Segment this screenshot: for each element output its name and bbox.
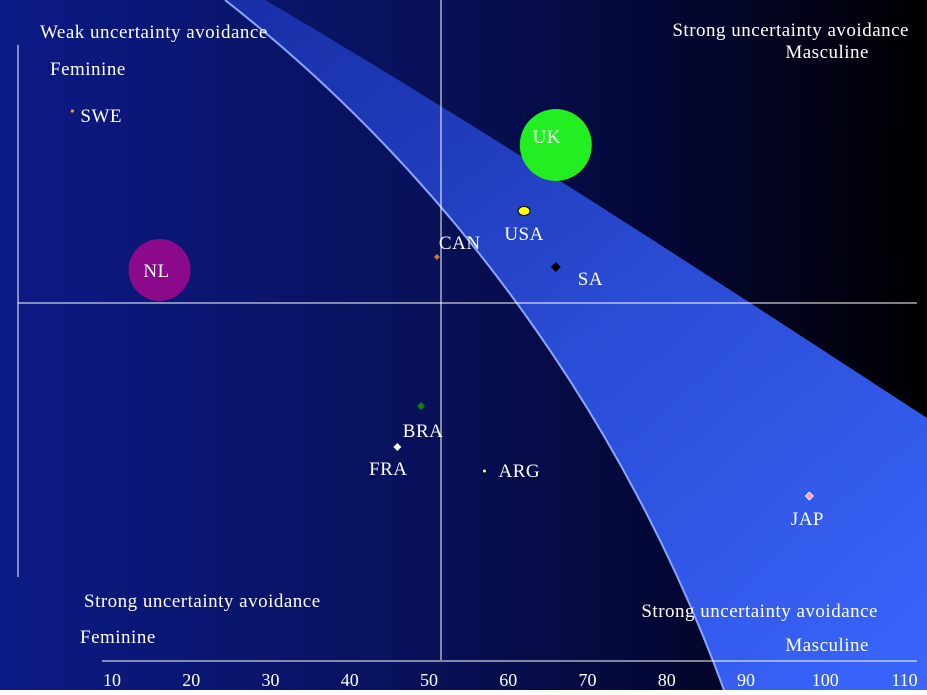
- point-label-bra: BRA: [403, 421, 444, 442]
- point-label-arg: ARG: [498, 461, 540, 482]
- point-jap: [804, 491, 814, 501]
- point-bra: [417, 402, 426, 410]
- x-tick-label-6: 70: [579, 670, 597, 690]
- point-usa: [517, 206, 531, 216]
- quadrant-label-bottom-right-line1: Strong uncertainty avoidance: [641, 601, 878, 622]
- x-tick-label-3: 40: [341, 670, 359, 690]
- quadrant-label-bottom-left-line2: Feminine: [80, 627, 156, 648]
- quadrant-label-bottom-left-line1: Strong uncertainty avoidance: [84, 591, 321, 612]
- point-label-swe: SWE: [80, 106, 122, 127]
- x-tick-label-5: 60: [499, 670, 517, 690]
- x-tick-label-4: 50: [420, 670, 438, 690]
- point-arg: [482, 469, 486, 473]
- point-label-fra: FRA: [369, 459, 407, 480]
- x-tick-labels: 10 20 30 40 50 60 70 80 90 100 110: [103, 670, 918, 690]
- quadrant-label-top-right-line1: Strong uncertainty avoidance: [672, 20, 909, 41]
- point-label-jap: JAP: [791, 509, 824, 530]
- x-tick-label-0: 10: [103, 670, 121, 690]
- point-label-uk: UK: [533, 127, 561, 148]
- highlight-band: [225, 0, 927, 690]
- x-tick-label-7: 80: [658, 670, 676, 690]
- x-tick-label-8: 90: [737, 670, 755, 690]
- band-edge: [224, 0, 725, 691]
- point-fra: [393, 443, 402, 451]
- x-tick-label-9: 100: [812, 670, 839, 690]
- x-tick-label-10: 110: [891, 670, 917, 690]
- quadrant-label-top-left-line2: Feminine: [50, 59, 126, 80]
- point-swe: [70, 109, 74, 113]
- point-label-can: CAN: [439, 233, 481, 254]
- point-nl: [128, 239, 191, 301]
- x-tick-label-2: 30: [262, 670, 280, 690]
- quadrant-label-top-right-line2: Masculine: [785, 42, 869, 63]
- point-sa: [550, 262, 561, 272]
- quadrant-label-bottom-right-line2: Masculine: [785, 635, 869, 656]
- point-label-usa: USA: [504, 224, 544, 245]
- point-can: [433, 254, 440, 260]
- quadrant-label-top-left-line1: Weak uncertainty avoidance: [40, 22, 268, 43]
- point-label-sa: SA: [578, 269, 603, 290]
- point-label-nl: NL: [143, 261, 169, 282]
- x-tick-label-1: 20: [182, 670, 200, 690]
- point-uk: [519, 109, 592, 181]
- data-points: SWE UK USA CAN NL SA BRA FRA ARG JAP: [70, 106, 824, 530]
